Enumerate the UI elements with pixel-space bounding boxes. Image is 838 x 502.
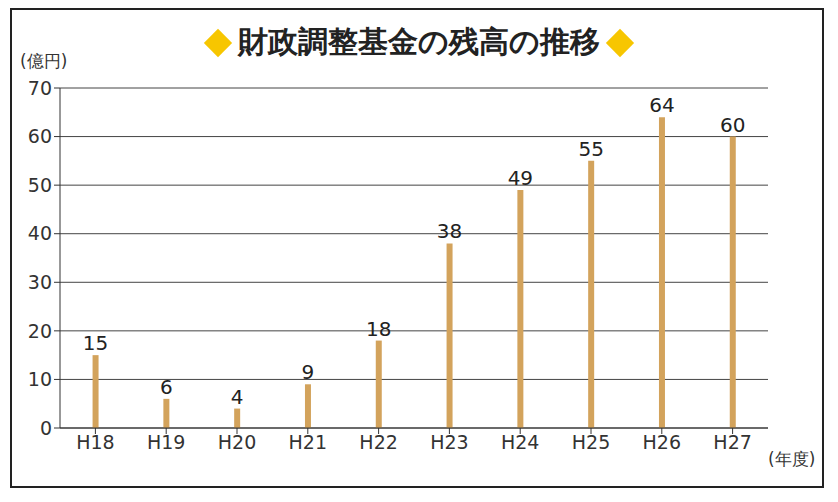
svg-text:H18: H18 — [76, 431, 114, 453]
html-text:財政調整基金の残高の推移: 財政調整基金の残高の推移 — [238, 24, 600, 59]
svg-text:0: 0 — [40, 417, 52, 439]
svg-text:H21: H21 — [289, 431, 327, 453]
svg-text:50: 50 — [28, 174, 52, 196]
svg-text:49: 49 — [508, 166, 533, 190]
svg-text:6: 6 — [160, 375, 173, 399]
svg-text:H26: H26 — [643, 431, 681, 453]
svg-text:9: 9 — [302, 360, 315, 384]
svg-text:20: 20 — [28, 320, 52, 342]
svg-text:40: 40 — [28, 222, 52, 244]
svg-text:64: 64 — [649, 93, 674, 117]
svg-text:18: 18 — [366, 317, 391, 341]
svg-text:H22: H22 — [359, 431, 397, 453]
svg-text:4: 4 — [231, 385, 244, 409]
svg-text:55: 55 — [578, 137, 603, 161]
svg-text:60: 60 — [720, 113, 745, 137]
html-text:(億円): (億円) — [20, 51, 68, 71]
html-text:(年度): (年度) — [768, 449, 816, 469]
svg-text:30: 30 — [28, 271, 52, 293]
svg-text:70: 70 — [28, 77, 52, 99]
svg-text:H19: H19 — [147, 431, 185, 453]
svg-text:60: 60 — [28, 125, 52, 147]
svg-text:H20: H20 — [218, 431, 256, 453]
svg-text:H25: H25 — [572, 431, 610, 453]
svg-text:15: 15 — [83, 331, 108, 355]
svg-text:10: 10 — [28, 368, 52, 390]
svg-text:H24: H24 — [501, 431, 539, 453]
svg-text:H23: H23 — [430, 431, 468, 453]
svg-text:H27: H27 — [713, 431, 751, 453]
svg-text:38: 38 — [437, 219, 462, 243]
